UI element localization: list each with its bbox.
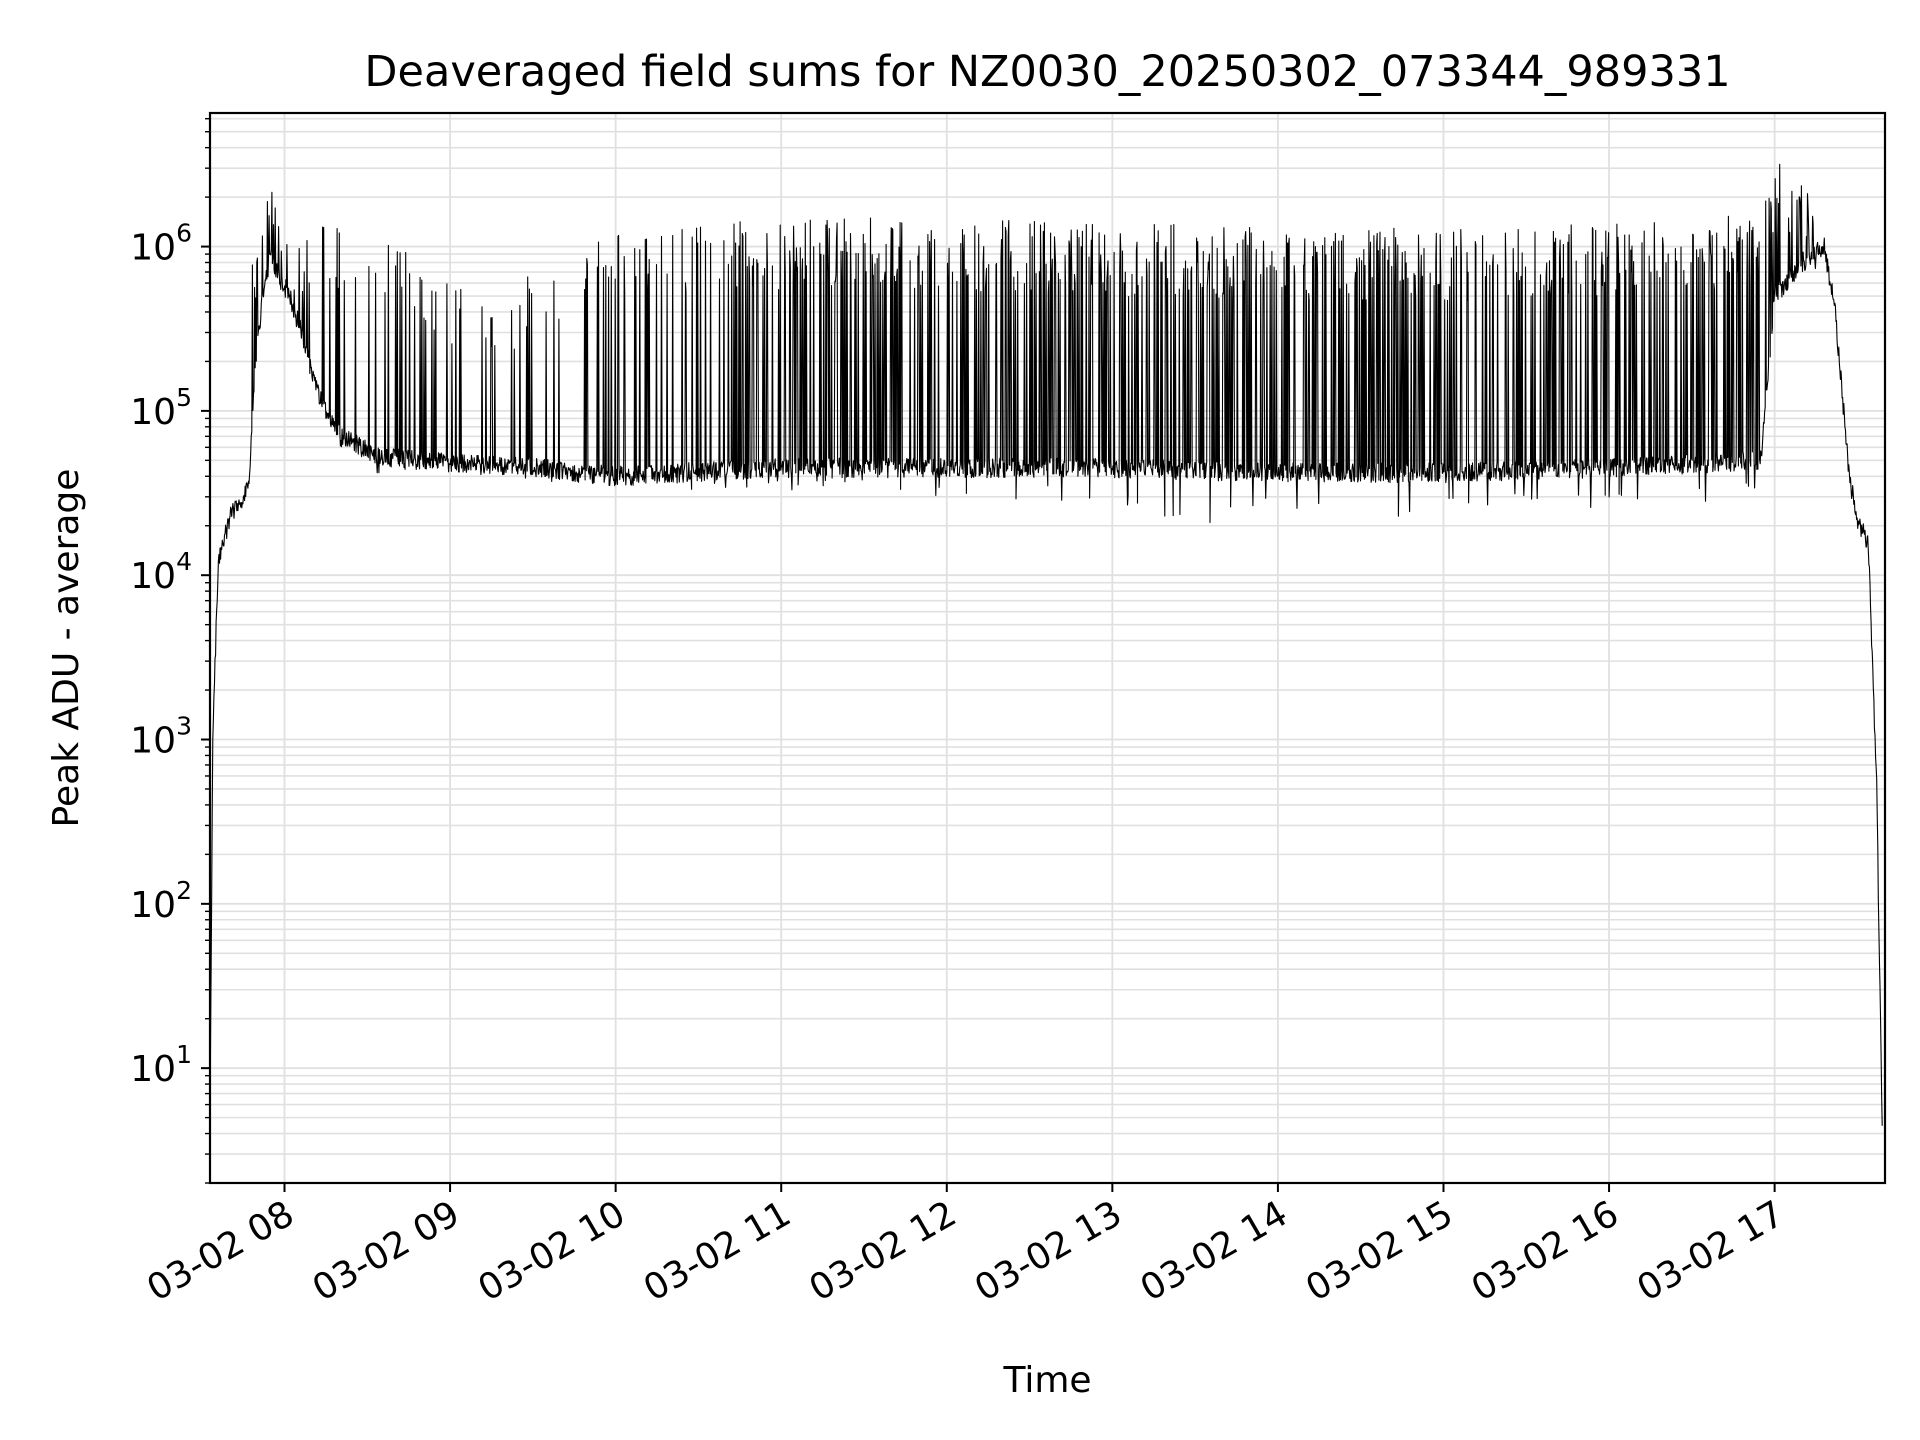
x-tick-label: 03-02 13 (968, 1193, 1129, 1309)
y-tick-exponent: 6 (176, 219, 192, 248)
x-tick-label: 03-02 08 (140, 1193, 301, 1309)
y-tick-exponent: 4 (176, 547, 192, 576)
x-tick-label: 03-02 14 (1134, 1193, 1295, 1309)
x-axis-ticks: 03-02 08 03-02 09 03-02 10 03-02 11 03-02 12… (140, 1183, 1791, 1310)
chart-title: Deaveraged field sums for NZ0030_2025030… (364, 47, 1730, 97)
y-tick-label: 105 (130, 383, 192, 433)
y-tick-exponent: 5 (176, 383, 192, 412)
y-tick-exponent: 3 (176, 712, 192, 741)
x-tick-label: 03-02 15 (1299, 1193, 1460, 1309)
x-tick-label: 03-02 16 (1465, 1193, 1626, 1309)
y-tick-label: 104 (130, 547, 192, 597)
data-series-line (209, 163, 1883, 1126)
y-tick-label: 106 (130, 219, 192, 269)
x-tick-label: 03-02 11 (637, 1193, 798, 1309)
y-tick-label: 101 (130, 1040, 192, 1090)
x-tick-label: 03-02 09 (306, 1193, 467, 1309)
series-layer (209, 163, 1883, 1126)
y-axis-label: Peak ADU - average (46, 469, 87, 828)
plot-area-frame (208, 111, 1887, 1185)
y-tick-label: 103 (130, 712, 192, 762)
y-tick-base: 10 (130, 556, 176, 597)
x-tick-label: 03-02 12 (803, 1193, 964, 1309)
x-tick-label: 03-02 10 (471, 1193, 632, 1309)
y-tick-base: 10 (130, 885, 176, 926)
y-tick-exponent: 2 (176, 876, 192, 905)
y-tick-label: 102 (130, 876, 192, 926)
y-tick-base: 10 (130, 392, 176, 433)
y-tick-base: 10 (130, 228, 176, 269)
y-tick-base: 10 (130, 1049, 176, 1090)
y-tick-base: 10 (130, 721, 176, 762)
y-tick-exponent: 1 (176, 1040, 192, 1069)
x-tick-label: 03-02 17 (1630, 1193, 1791, 1309)
x-axis-label: Time (1002, 1360, 1091, 1401)
